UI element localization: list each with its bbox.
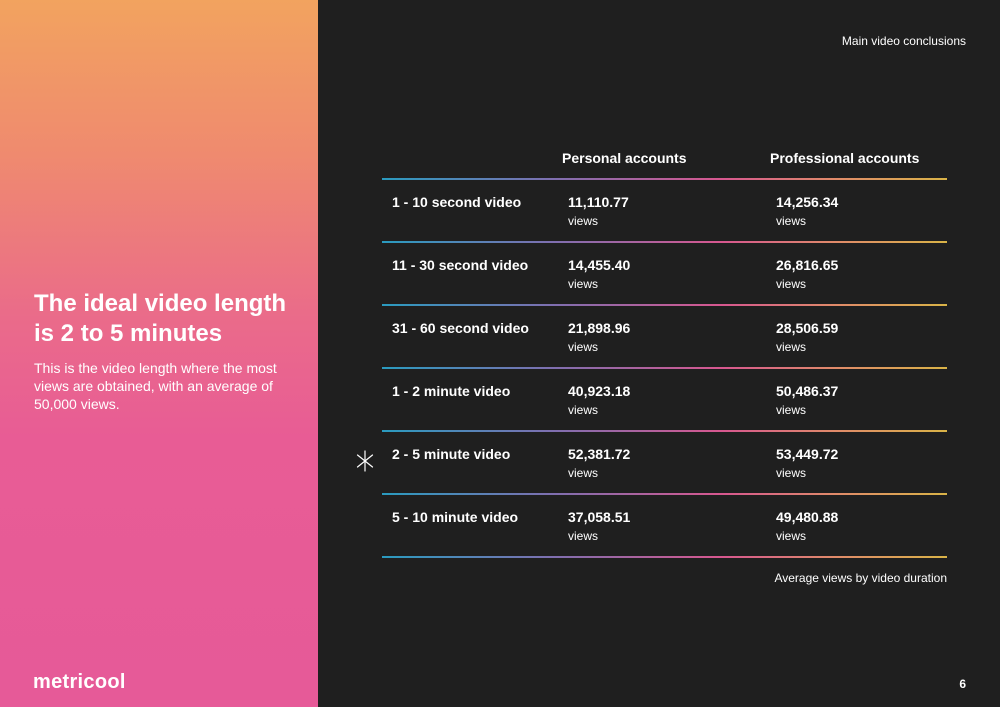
sparkle-icon — [356, 450, 374, 472]
views-unit: views — [776, 529, 807, 543]
table-divider — [382, 304, 947, 306]
personal-views-cell: 14,455.40 views — [568, 256, 630, 293]
professional-views-value: 14,256.34 — [776, 194, 839, 210]
page-number: 6 — [959, 677, 966, 691]
left-panel: The ideal video length is 2 to 5 minutes… — [0, 0, 318, 707]
page-subtext: This is the video length where the most … — [34, 360, 277, 412]
views-unit: views — [776, 340, 807, 354]
personal-views-value: 14,455.40 — [568, 257, 631, 273]
personal-views-cell: 21,898.96 views — [568, 319, 630, 356]
section-label: Main video conclusions — [841, 34, 966, 48]
professional-views-value: 53,449.72 — [776, 446, 839, 462]
table-divider — [382, 241, 947, 243]
views-unit: views — [776, 466, 807, 480]
professional-views-value: 26,816.65 — [776, 257, 839, 273]
views-unit: views — [776, 214, 807, 228]
row-label: 1 - 2 minute video — [392, 383, 511, 399]
professional-views-cell: 50,486.37 views — [776, 382, 838, 419]
personal-views-cell: 37,058.51 views — [568, 508, 630, 545]
column-header-professional: Professional accounts — [770, 150, 920, 166]
table-divider — [382, 556, 947, 558]
table-divider — [382, 367, 947, 369]
row-label: 31 - 60 second video — [392, 320, 529, 336]
metricool-logo: metricool — [33, 671, 126, 693]
personal-views-value: 11,110.77 — [568, 194, 629, 210]
personal-views-value: 52,381.72 — [568, 446, 631, 462]
row-label: 5 - 10 minute video — [392, 509, 519, 525]
personal-views-cell: 52,381.72 views — [568, 445, 630, 482]
views-unit: views — [568, 340, 599, 354]
personal-views-value: 21,898.96 — [568, 320, 631, 336]
professional-views-value: 50,486.37 — [776, 383, 839, 399]
professional-views-cell: 53,449.72 views — [776, 445, 838, 482]
right-panel: Main video conclusions 6 — [318, 0, 1000, 707]
views-unit: views — [568, 277, 599, 291]
personal-views-value: 40,923.18 — [568, 383, 631, 399]
professional-views-cell: 49,480.88 views — [776, 508, 838, 545]
personal-views-cell: 11,110.77 views — [568, 193, 629, 230]
professional-views-cell: 14,256.34 views — [776, 193, 838, 230]
table-divider — [382, 430, 947, 432]
professional-views-value: 28,506.59 — [776, 320, 839, 336]
views-unit: views — [568, 214, 599, 228]
views-unit: views — [776, 277, 807, 291]
personal-views-cell: 40,923.18 views — [568, 382, 630, 419]
professional-views-value: 49,480.88 — [776, 509, 839, 525]
table-divider — [382, 178, 947, 180]
row-label: 1 - 10 second video — [392, 194, 522, 210]
row-label: 11 - 30 second video — [392, 257, 529, 273]
personal-views-value: 37,058.51 — [568, 509, 631, 525]
row-label: 2 - 5 minute video — [392, 446, 511, 462]
views-unit: views — [568, 529, 599, 543]
table-caption: Average views by video duration — [774, 571, 947, 585]
views-unit: views — [568, 466, 599, 480]
professional-views-cell: 28,506.59 views — [776, 319, 838, 356]
column-header-personal: Personal accounts — [562, 150, 687, 166]
views-unit: views — [776, 403, 807, 417]
table-divider — [382, 493, 947, 495]
views-unit: views — [568, 403, 599, 417]
professional-views-cell: 26,816.65 views — [776, 256, 838, 293]
page-headline: The ideal video length is 2 to 5 minutes — [34, 290, 287, 347]
